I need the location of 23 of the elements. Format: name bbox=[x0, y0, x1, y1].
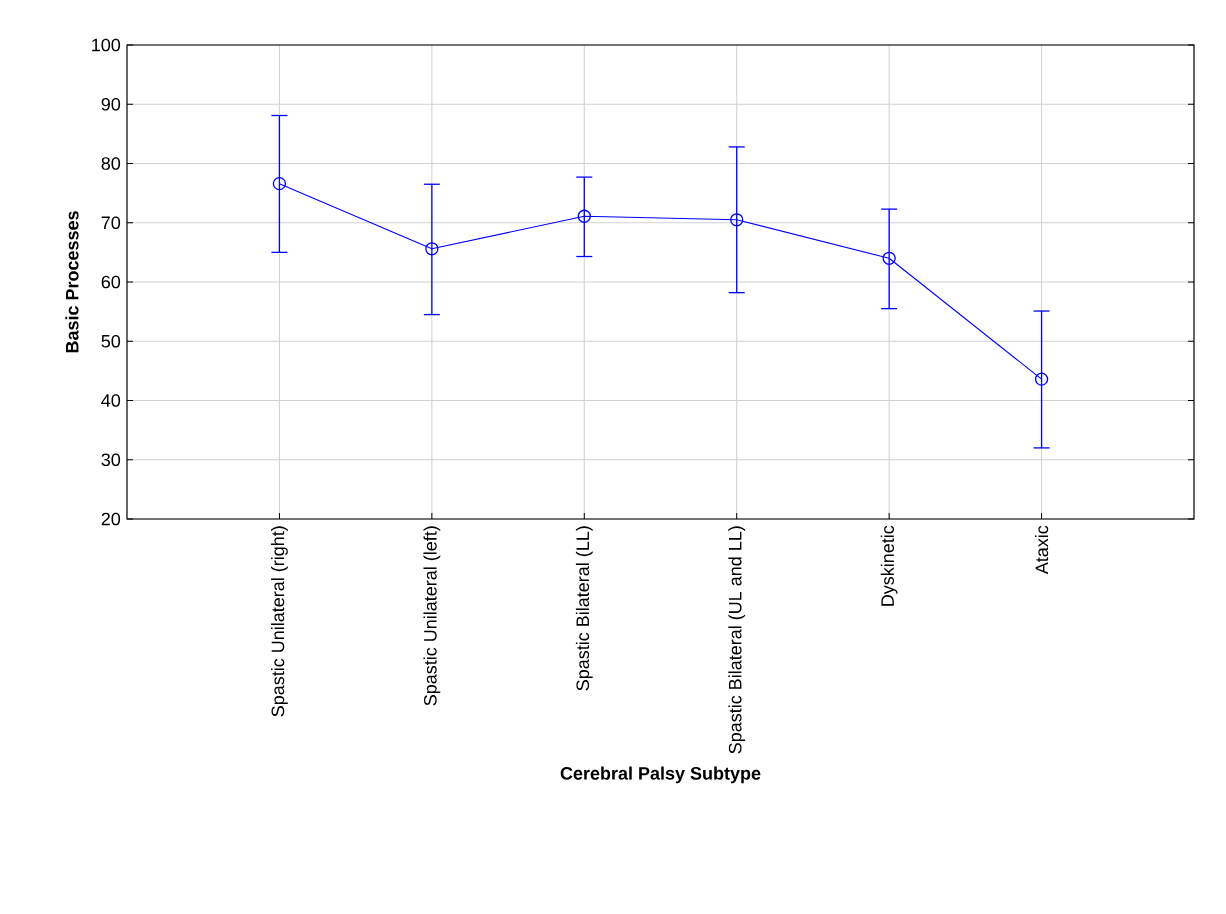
x-tick-label: Dyskinetic bbox=[880, 525, 898, 606]
point bbox=[272, 176, 287, 191]
point bbox=[577, 209, 591, 223]
y-tick-label: 90 bbox=[101, 97, 121, 111]
x-tick-label: Spastic Bilateral (LL) bbox=[575, 526, 593, 691]
x-tick-label: Ataxic bbox=[1034, 525, 1049, 575]
x-tick-label: Spastic Unilateral (left) bbox=[423, 526, 441, 706]
y-tick-label: 100 bbox=[92, 38, 121, 52]
point bbox=[730, 213, 744, 227]
x-tick-label: Spastic Bilateral (UL and LL) bbox=[728, 526, 746, 754]
point bbox=[1034, 372, 1049, 386]
y-tick-label: 50 bbox=[101, 334, 121, 348]
point bbox=[425, 242, 439, 256]
y-tick-label: 60 bbox=[101, 275, 121, 289]
y-tick-label: 40 bbox=[101, 394, 121, 407]
y-tick-label: 20 bbox=[101, 512, 121, 526]
x-axis-title: Cerebral Palsy Subtype bbox=[560, 766, 761, 784]
y-tick-label: 70 bbox=[101, 216, 121, 230]
y-tick-label: 30 bbox=[101, 453, 121, 467]
point bbox=[882, 251, 896, 265]
x-tick-label: Spastic Unilateral (right) bbox=[271, 526, 288, 717]
y-axis-title: Basic Processes bbox=[65, 211, 79, 353]
y-tick-label: 80 bbox=[101, 157, 121, 170]
